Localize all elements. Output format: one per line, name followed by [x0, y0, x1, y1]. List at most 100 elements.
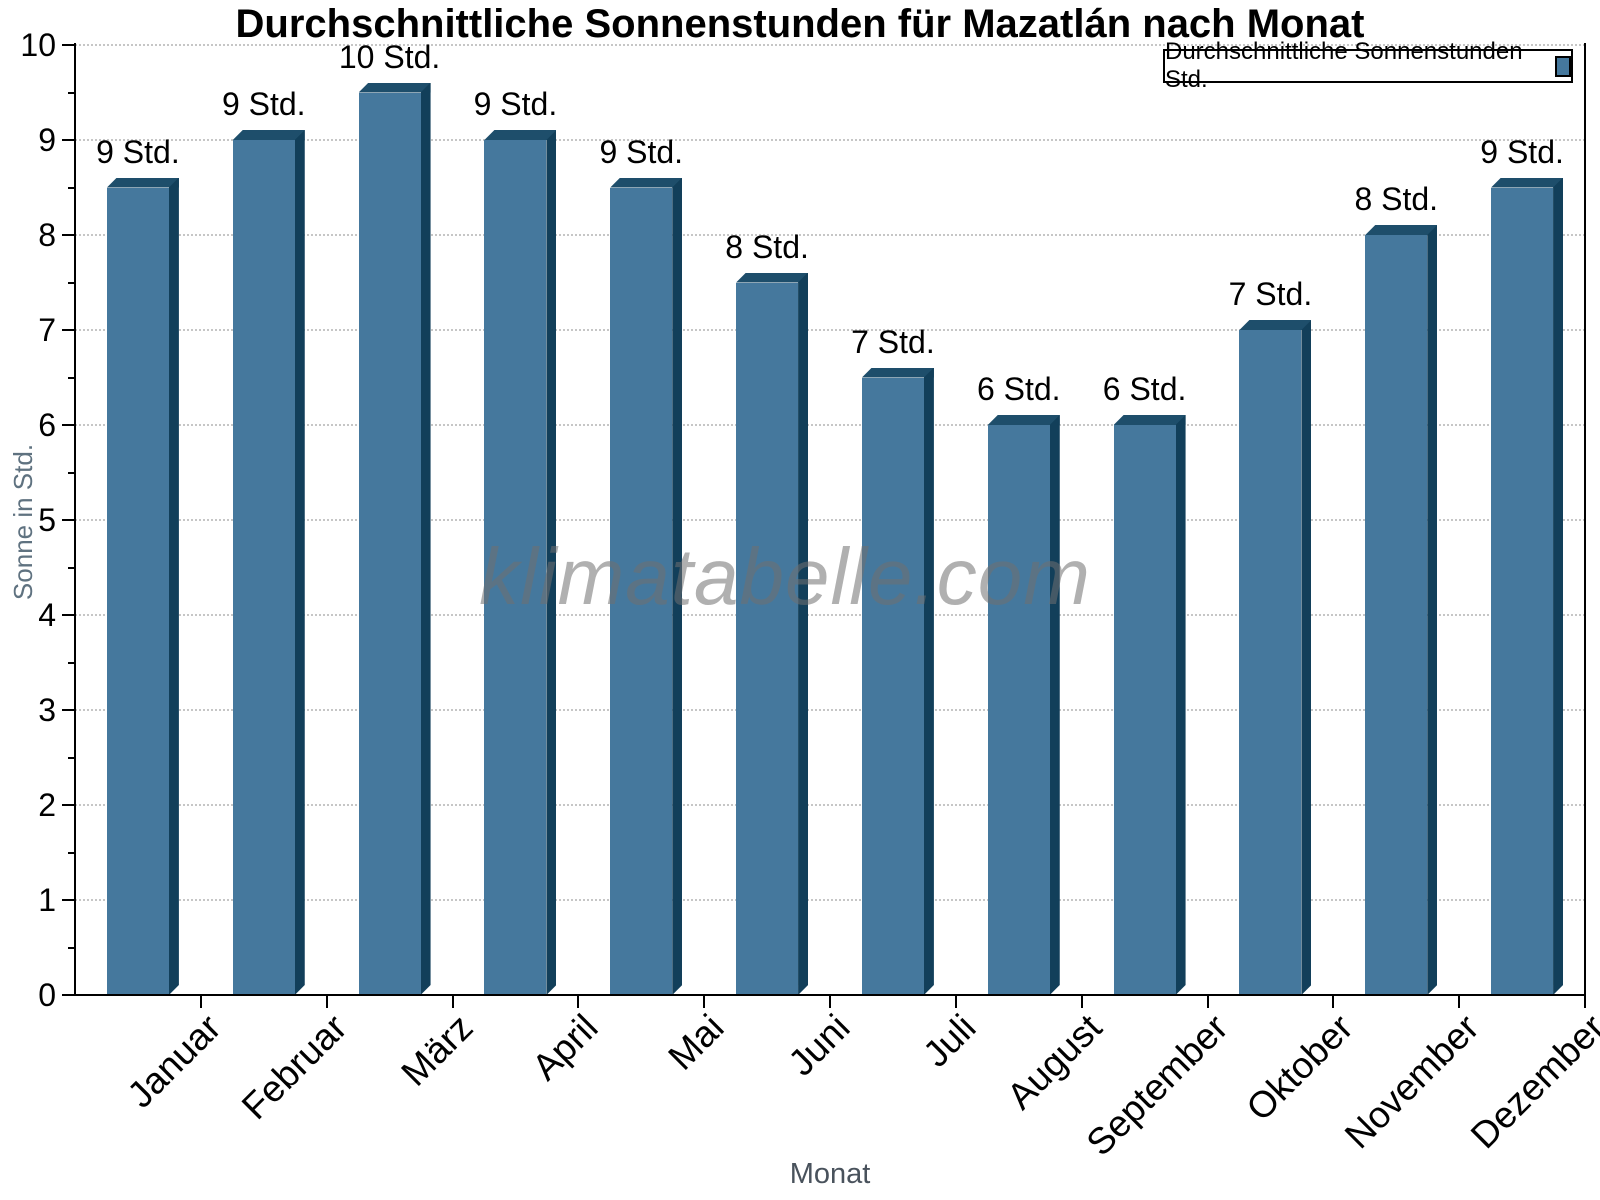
bar-mai-right-face	[672, 178, 682, 996]
bar-februar-front-face	[232, 140, 295, 995]
y-axis-tick	[62, 709, 75, 711]
legend: Durchschnittliche Sonnenstunden Std.	[1163, 38, 1573, 93]
y-gridline	[75, 804, 1585, 806]
x-axis-tick	[1458, 995, 1461, 1008]
y-gridline	[75, 899, 1585, 901]
y-axis-tick	[62, 804, 75, 806]
y-axis-tick	[62, 424, 75, 426]
bar-august-right-face	[1050, 415, 1060, 995]
y-axis-tick-label: 5	[38, 502, 56, 538]
x-axis-line	[74, 994, 1586, 996]
y-axis-tick-label: 9	[38, 122, 56, 158]
y-gridline	[75, 614, 1585, 616]
x-axis-tick	[954, 995, 957, 1008]
y-axis-tick	[62, 234, 75, 236]
y-axis-tick	[62, 899, 75, 901]
y-axis-minor-tick	[68, 946, 75, 949]
bar-oktober-top-face	[1239, 320, 1312, 330]
bar-november-front-face	[1365, 235, 1428, 995]
bar-mai-top-face	[610, 177, 683, 188]
y-axis-tick-label: 3	[38, 692, 56, 728]
legend-label: Durchschnittliche Sonnenstunden Std.	[1165, 38, 1523, 93]
x-axis-tick	[703, 995, 706, 1008]
bar-april-right-face	[546, 130, 556, 995]
legend-swatch	[1554, 55, 1571, 77]
bar-august-top-face	[987, 415, 1060, 425]
bar-juli-top-face	[861, 367, 934, 378]
bar-september-right-face	[1176, 415, 1186, 995]
y-axis-minor-tick	[68, 91, 75, 94]
bar-dezember-front-face	[1491, 187, 1554, 995]
y-gridline	[75, 329, 1585, 331]
y-axis-tick-label: 10	[20, 27, 56, 63]
y-axis-tick-label: 6	[38, 407, 56, 443]
chart-title: Durchschnittliche Sonnenstunden für Maza…	[235, 2, 1365, 46]
bar-januar-front-face	[106, 187, 169, 995]
bar-value-label: 9 Std.	[599, 133, 684, 170]
bar-dezember-right-face	[1553, 178, 1563, 996]
bar-value-label: 9 Std.	[1480, 133, 1564, 170]
bar-juni-front-face	[736, 282, 799, 995]
y-gridline	[75, 424, 1585, 426]
bar-value-label: 6 Std.	[976, 371, 1061, 407]
bar-marz-top-face	[358, 82, 431, 93]
watermark: klimatabelle.com	[479, 532, 1091, 621]
x-axis-tick	[1332, 995, 1335, 1008]
x-axis-tick	[829, 995, 831, 1008]
bar-juli-right-face	[924, 368, 934, 996]
bar-value-label: 9 Std.	[473, 86, 558, 122]
y-axis-minor-tick	[68, 471, 75, 474]
y-axis-line	[74, 43, 76, 995]
x-axis-tick	[199, 995, 202, 1008]
bar-januar-right-face	[169, 178, 179, 996]
y-axis-minor-tick	[68, 661, 75, 664]
y-gridline	[75, 519, 1585, 521]
y-axis-tick-label: 8	[38, 217, 56, 253]
bar-value-label: 9 Std.	[96, 133, 180, 170]
bar-marz-front-face	[358, 92, 421, 995]
y-axis-tick	[62, 139, 75, 141]
y-axis-tick-label: 1	[38, 882, 56, 918]
y-gridline	[75, 44, 1585, 46]
bar-marz-right-face	[421, 83, 431, 996]
y-axis-tick	[62, 614, 75, 616]
y-gridline	[75, 709, 1585, 711]
x-axis-tick	[451, 995, 454, 1008]
bar-oktober-front-face	[1239, 330, 1302, 995]
bar-dezember-top-face	[1491, 177, 1564, 188]
y-axis-tick-label: 7	[38, 312, 56, 348]
y-axis-minor-tick	[68, 186, 75, 189]
x-axis-title: Monat	[789, 1158, 871, 1190]
x-axis-tick	[577, 995, 580, 1008]
bar-juli-front-face	[861, 377, 924, 995]
x-axis-tick	[1584, 995, 1586, 1008]
y-axis-minor-tick	[68, 376, 75, 379]
bar-value-label: 6 Std.	[1102, 371, 1187, 407]
bar-mai-front-face	[610, 187, 673, 995]
y-axis-tick-label: 2	[38, 787, 56, 823]
y-gridline	[75, 139, 1585, 141]
y-axis-tick	[62, 329, 75, 331]
y-axis-minor-tick	[68, 281, 75, 284]
bar-januar-top-face	[106, 177, 179, 188]
bar-oktober-right-face	[1301, 320, 1311, 995]
x-axis-tick	[325, 995, 328, 1008]
bar-november-right-face	[1427, 225, 1437, 995]
bar-februar-top-face	[232, 130, 305, 140]
y-axis-minor-tick	[68, 566, 75, 569]
y-axis-tick-label: 0	[38, 977, 56, 1013]
bar-april-top-face	[484, 130, 557, 140]
y-gridline	[75, 234, 1585, 236]
y-axis-minor-tick	[68, 756, 75, 759]
y-axis-tick	[62, 44, 75, 46]
y-axis-tick-label: 4	[38, 597, 56, 633]
bar-value-label: 7 Std.	[1228, 276, 1313, 312]
bar-value-label: 8 Std.	[1354, 181, 1439, 217]
bar-value-label: 10 Std.	[338, 38, 441, 75]
bar-september-top-face	[1113, 415, 1186, 425]
y-axis-tick	[62, 519, 75, 521]
x-axis-tick	[1206, 995, 1209, 1008]
bar-juni-right-face	[798, 273, 808, 996]
